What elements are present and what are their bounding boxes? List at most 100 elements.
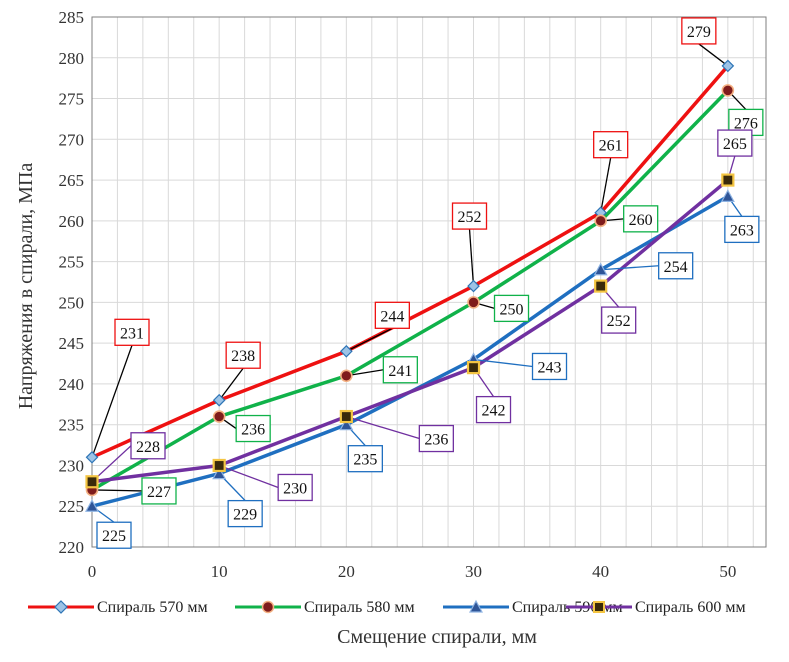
y-tick-label: 230 bbox=[59, 456, 85, 475]
marker-circle bbox=[467, 296, 480, 309]
x-axis-title: Смещение спирали, мм bbox=[337, 626, 537, 648]
data-label: 235 bbox=[353, 452, 377, 469]
data-label-box bbox=[593, 131, 629, 159]
x-tick-label: 50 bbox=[719, 562, 736, 581]
data-label-box bbox=[225, 341, 261, 369]
x-tick-label: 0 bbox=[88, 562, 97, 581]
data-label: 260 bbox=[629, 212, 653, 229]
leader-line bbox=[346, 415, 420, 440]
data-label-box bbox=[382, 356, 418, 384]
y-tick-label: 245 bbox=[59, 334, 85, 353]
data-label-box bbox=[475, 395, 512, 424]
data-label-box bbox=[451, 202, 488, 230]
leader-line bbox=[218, 367, 244, 401]
marker-square bbox=[85, 475, 99, 489]
data-label-box bbox=[96, 521, 132, 549]
data-label: 236 bbox=[424, 432, 448, 449]
legend-label: Спираль 570 мм bbox=[97, 599, 208, 616]
y-tick-label: 275 bbox=[59, 90, 85, 109]
marker-diamond bbox=[339, 344, 353, 358]
data-label-box bbox=[227, 499, 263, 528]
data-label: 242 bbox=[482, 403, 506, 420]
x-tick-label: 10 bbox=[211, 562, 228, 581]
leader-line bbox=[91, 345, 133, 458]
leader-line bbox=[600, 157, 612, 213]
legend-marker-square bbox=[593, 601, 605, 613]
y-axis-ticks: 220 225 230 235 240 245 250 255 260 265 270 275 280 2… bbox=[59, 8, 85, 557]
marker-square bbox=[339, 409, 353, 424]
y-tick-label: 240 bbox=[59, 375, 85, 394]
series-line-2 bbox=[91, 194, 729, 508]
marker-triangle bbox=[212, 466, 227, 480]
x-tick-label: 20 bbox=[338, 562, 355, 581]
data-label-box bbox=[235, 414, 271, 443]
y-tick-label: 270 bbox=[59, 130, 85, 149]
marker-circle bbox=[594, 214, 607, 228]
leader-line bbox=[346, 327, 393, 352]
data-label: 230 bbox=[283, 480, 307, 497]
marker-diamond bbox=[467, 279, 480, 293]
legend-label: Спираль 580 мм bbox=[304, 599, 415, 616]
data-label: 265 bbox=[723, 136, 747, 153]
data-label-box bbox=[418, 424, 454, 453]
label-leader-lines bbox=[91, 43, 747, 523]
marker-diamond bbox=[85, 450, 99, 464]
data-label: 243 bbox=[538, 359, 562, 376]
data-label-box bbox=[347, 445, 383, 473]
legend-item-570: Спираль 570 мм bbox=[28, 599, 208, 616]
marker-square bbox=[594, 279, 608, 293]
data-label-box bbox=[114, 318, 150, 346]
marker-circle bbox=[721, 84, 735, 97]
data-label: 276 bbox=[734, 115, 758, 132]
data-label-box bbox=[658, 252, 694, 280]
data-label: 250 bbox=[500, 301, 524, 318]
data-label-box bbox=[493, 294, 530, 323]
series-markers bbox=[84, 59, 735, 512]
data-label: 252 bbox=[607, 313, 631, 330]
marker-triangle bbox=[593, 262, 608, 276]
legend-item-600: Спираль 600 мм bbox=[566, 599, 746, 616]
data-label: 244 bbox=[380, 308, 404, 325]
data-label: 238 bbox=[231, 348, 255, 365]
series-lines bbox=[91, 64, 730, 508]
plot-border bbox=[91, 16, 767, 548]
y-tick-label: 250 bbox=[59, 293, 85, 312]
legend: Спираль 570 мм Спираль 580 мм Спираль 59… bbox=[28, 599, 746, 616]
marker-triangle bbox=[84, 498, 100, 512]
marker-circle bbox=[212, 410, 226, 423]
data-label: 263 bbox=[730, 222, 754, 239]
y-tick-label: 220 bbox=[59, 538, 85, 557]
y-tick-label: 260 bbox=[59, 212, 85, 231]
leader-line bbox=[218, 464, 279, 489]
series-line-1 bbox=[91, 89, 730, 492]
y-tick-label: 265 bbox=[59, 171, 85, 190]
marker-circle bbox=[340, 369, 353, 383]
leader-line bbox=[698, 43, 729, 67]
leader-line bbox=[91, 489, 143, 492]
leader-line bbox=[473, 358, 533, 368]
y-tick-label: 225 bbox=[59, 497, 85, 516]
x-tick-label: 30 bbox=[465, 562, 482, 581]
data-label-box bbox=[130, 432, 166, 460]
x-tick-label: 40 bbox=[592, 562, 609, 581]
data-label-box bbox=[531, 352, 568, 381]
data-label-box bbox=[141, 477, 177, 505]
data-label: 252 bbox=[458, 209, 482, 226]
y-axis-title: Напряжения в спирали, МПа bbox=[15, 163, 37, 410]
legend-marker-circle bbox=[261, 600, 275, 614]
marker-square bbox=[212, 458, 226, 473]
data-label: 261 bbox=[599, 138, 623, 155]
data-label-box bbox=[601, 306, 637, 334]
data-labels: 231 238 244 252 261 279 227 236 241 250 260 276 225 2… bbox=[96, 17, 764, 549]
y-tick-label: 285 bbox=[59, 8, 85, 27]
data-label: 279 bbox=[687, 24, 711, 41]
marker-diamond bbox=[212, 393, 226, 407]
y-tick-label: 235 bbox=[59, 416, 85, 435]
leader-line bbox=[468, 229, 475, 287]
data-label: 227 bbox=[147, 484, 171, 501]
data-label: 254 bbox=[664, 259, 688, 276]
y-tick-label: 255 bbox=[59, 253, 85, 272]
legend-item-580: Спираль 580 мм bbox=[235, 599, 415, 616]
data-label-box bbox=[717, 129, 753, 157]
